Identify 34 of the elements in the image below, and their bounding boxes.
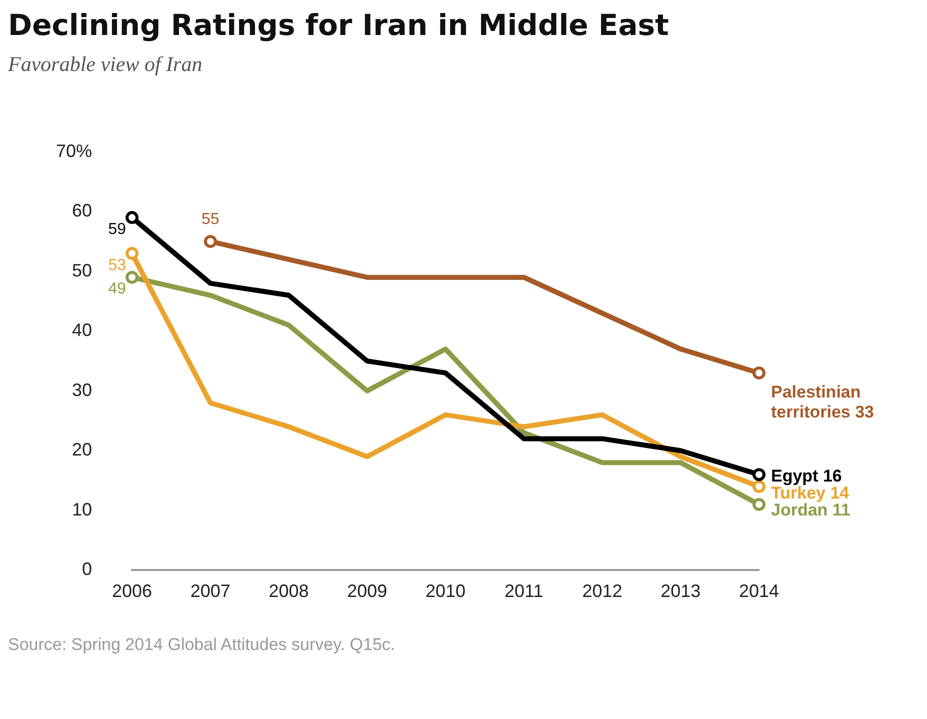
point (752, 480, 766, 494)
x-tick-label: 2006 (112, 580, 152, 601)
data-label: 53 (108, 256, 126, 274)
text: Palestinian territories 33 (771, 382, 874, 422)
point (126, 270, 139, 284)
x-tick-label: 2010 (425, 580, 466, 601)
point (752, 468, 766, 482)
text: Egypt 16 (771, 466, 842, 486)
x-tick-label: 2013 (660, 580, 701, 601)
y-tick-label: 40 (72, 320, 92, 340)
point (752, 366, 766, 380)
data-label: 49 (108, 280, 126, 298)
x-tick-label: 2007 (190, 580, 230, 601)
point (204, 234, 217, 248)
data-label: 55 (202, 210, 220, 228)
x-tick-label: 2014 (738, 580, 780, 601)
x-tick-label: 2011 (504, 580, 544, 601)
y-tick-label: 0 (82, 559, 92, 580)
point (126, 246, 139, 260)
data-label: 59 (108, 220, 126, 238)
y-tick-label: 10 (72, 499, 92, 520)
y-tick-label: 20 (72, 440, 92, 460)
x-tick-label: 2012 (582, 580, 622, 601)
x-tick-label: 2008 (268, 580, 309, 601)
x-tick-label: 2009 (347, 580, 388, 601)
source-note: Source: Spring 2014 Global Attitudes survey. Q15c. (8, 635, 396, 655)
y-tick-label: 70% (56, 140, 92, 161)
point (752, 498, 766, 511)
y-tick-label: 30 (72, 380, 92, 400)
point (126, 211, 139, 224)
chart-subtitle: Favorable view of Iran (8, 52, 204, 77)
y-tick-label: 50 (72, 260, 92, 280)
chart-title: Declining Ratings for Iran in Middle East (8, 8, 670, 42)
y-tick-label: 60 (72, 200, 92, 221)
